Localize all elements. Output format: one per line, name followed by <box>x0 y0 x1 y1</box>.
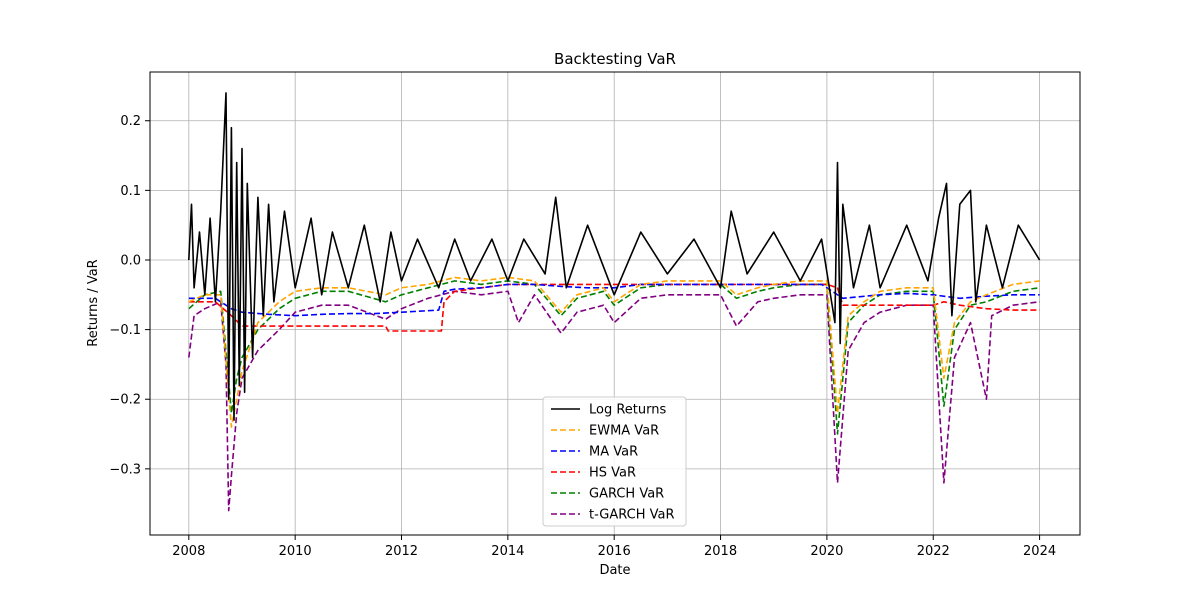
y-axis: 0.2 0.1 0.0 −0.1 −0.2 −0.3 <box>109 114 150 477</box>
x-tick-label: 2024 <box>1023 544 1056 559</box>
y-tick-label: 0.1 <box>120 184 141 199</box>
legend-label: MA VaR <box>589 445 638 460</box>
y-tick-label: 0.2 <box>120 114 141 129</box>
x-tick-label: 2010 <box>279 544 312 559</box>
series-line-ewma-var <box>188 276 1040 428</box>
x-tick-label: 2016 <box>598 544 631 559</box>
y-tick-label: 0.0 <box>120 253 141 268</box>
x-tick-label: 2014 <box>491 544 524 559</box>
x-axis: 2008 2010 2012 2014 2016 2018 2020 2022 2024 <box>172 535 1056 559</box>
x-tick-label: 2022 <box>917 544 950 559</box>
legend-label: HS VaR <box>589 466 636 481</box>
x-axis-label: Date <box>599 563 630 578</box>
series-line-ma-var <box>188 283 1040 317</box>
x-tick-label: 2020 <box>810 544 843 559</box>
series-line-log-returns <box>188 92 1041 421</box>
legend: Log Returns EWMA VaR MA VaR HS VaR GARCH VaR… <box>542 396 687 527</box>
y-tick-label: −0.1 <box>109 323 141 338</box>
legend-label: EWMA VaR <box>589 424 659 439</box>
y-axis-label: Returns / VaR <box>86 259 101 346</box>
plot-frame <box>149 71 1081 536</box>
x-tick-label: 2018 <box>704 544 737 559</box>
x-tick-label: 2012 <box>385 544 418 559</box>
series-group <box>188 92 1041 512</box>
y-tick-label: −0.2 <box>109 393 141 408</box>
chart-title: Backtesting VaR <box>554 50 676 68</box>
x-tick-label: 2008 <box>172 544 205 559</box>
legend-label: GARCH VaR <box>589 487 664 502</box>
series-line-garch-var <box>188 280 1040 435</box>
legend-label: Log Returns <box>589 403 666 418</box>
y-tick-label: −0.3 <box>109 462 141 477</box>
legend-label: t-GARCH VaR <box>589 508 674 523</box>
series-line-hs-var <box>188 283 1040 332</box>
